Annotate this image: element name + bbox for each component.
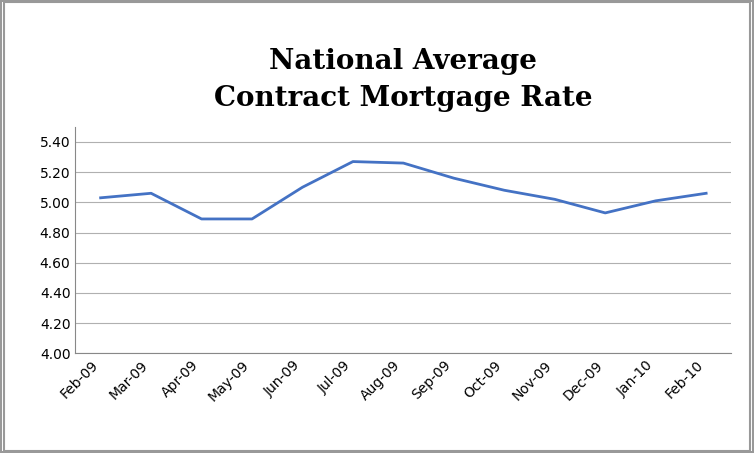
Title: National Average
Contract Mortgage Rate: National Average Contract Mortgage Rate	[214, 48, 593, 112]
